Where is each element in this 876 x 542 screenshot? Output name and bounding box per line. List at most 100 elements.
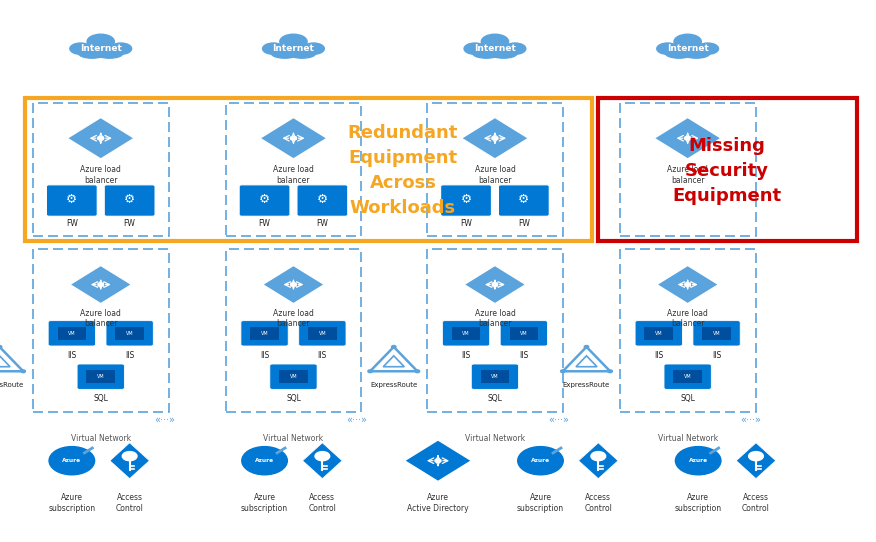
FancyBboxPatch shape (441, 185, 491, 216)
Text: Missing
Security
Equipment: Missing Security Equipment (673, 137, 781, 205)
Bar (598, 98, 857, 241)
Text: VM: VM (319, 331, 326, 336)
FancyBboxPatch shape (664, 364, 711, 389)
FancyBboxPatch shape (77, 364, 124, 389)
Bar (619, 103, 755, 236)
Text: ExpressRoute: ExpressRoute (563, 382, 610, 388)
FancyBboxPatch shape (703, 327, 731, 340)
FancyBboxPatch shape (87, 370, 115, 383)
Circle shape (368, 370, 372, 373)
Circle shape (749, 451, 763, 461)
Text: VM: VM (290, 374, 297, 379)
Text: VM: VM (713, 331, 720, 336)
Polygon shape (736, 443, 776, 479)
Text: IIS: IIS (318, 351, 327, 360)
FancyBboxPatch shape (500, 321, 548, 346)
Text: «···»: «···» (347, 415, 367, 425)
Ellipse shape (95, 48, 123, 58)
Text: Access
Control: Access Control (308, 493, 336, 513)
Text: Internet: Internet (667, 44, 709, 53)
FancyBboxPatch shape (308, 327, 336, 340)
Text: Azure load
balancer: Azure load balancer (81, 165, 121, 185)
Circle shape (591, 451, 605, 461)
Text: Azure
subscription: Azure subscription (517, 493, 564, 513)
Text: Azure load
balancer: Azure load balancer (668, 309, 708, 328)
Text: ⚙: ⚙ (519, 192, 529, 205)
Text: Internet: Internet (272, 44, 314, 53)
Bar (33, 249, 168, 412)
Polygon shape (260, 118, 327, 159)
FancyBboxPatch shape (46, 185, 97, 216)
Text: «···»: «···» (741, 415, 761, 425)
Circle shape (435, 459, 441, 462)
Text: Azure load
balancer: Azure load balancer (475, 165, 515, 185)
Text: SQL: SQL (94, 394, 108, 403)
Ellipse shape (110, 43, 131, 54)
Text: Azure
subscription: Azure subscription (675, 493, 722, 513)
Text: Virtual Network: Virtual Network (465, 434, 525, 443)
Text: VM: VM (655, 331, 662, 336)
Circle shape (315, 451, 329, 461)
FancyBboxPatch shape (693, 321, 740, 346)
Bar (33, 103, 168, 236)
Ellipse shape (674, 34, 702, 49)
Text: Access
Control: Access Control (742, 493, 770, 513)
Text: FW: FW (460, 220, 472, 228)
Circle shape (392, 345, 396, 349)
Text: Access
Control: Access Control (116, 493, 144, 513)
Circle shape (415, 370, 420, 373)
Circle shape (291, 137, 296, 140)
Text: ⚙: ⚙ (67, 192, 77, 205)
Circle shape (561, 370, 565, 373)
Circle shape (518, 447, 563, 475)
Text: VM: VM (68, 331, 75, 336)
Text: VM: VM (261, 331, 268, 336)
Circle shape (685, 283, 690, 286)
FancyBboxPatch shape (241, 321, 288, 346)
Bar (25, 98, 592, 241)
FancyBboxPatch shape (297, 185, 348, 216)
Bar (427, 249, 562, 412)
Ellipse shape (473, 48, 500, 58)
Text: ⚙: ⚙ (259, 192, 270, 205)
Text: SQL: SQL (488, 394, 502, 403)
Text: IIS: IIS (519, 351, 528, 360)
Text: VM: VM (684, 374, 691, 379)
Text: Virtual Network: Virtual Network (71, 434, 131, 443)
Text: VM: VM (97, 374, 104, 379)
Polygon shape (464, 266, 526, 304)
Text: Azure load
balancer: Azure load balancer (273, 309, 314, 328)
Text: SQL: SQL (681, 394, 695, 403)
Polygon shape (405, 440, 471, 481)
Text: Azure: Azure (62, 458, 81, 463)
Ellipse shape (288, 48, 315, 58)
Text: Azure: Azure (689, 458, 708, 463)
Text: Virtual Network: Virtual Network (658, 434, 717, 443)
Circle shape (492, 137, 498, 140)
Text: VM: VM (463, 331, 470, 336)
Text: Azure load
balancer: Azure load balancer (273, 165, 314, 185)
Circle shape (0, 345, 2, 349)
Polygon shape (263, 266, 324, 304)
Text: SQL: SQL (286, 394, 300, 403)
Polygon shape (110, 443, 149, 479)
Circle shape (685, 137, 690, 140)
FancyBboxPatch shape (481, 370, 509, 383)
Text: FW: FW (518, 220, 530, 228)
Circle shape (242, 447, 287, 475)
FancyBboxPatch shape (299, 321, 346, 346)
Circle shape (123, 451, 137, 461)
FancyBboxPatch shape (645, 327, 673, 340)
Text: VM: VM (520, 331, 527, 336)
FancyBboxPatch shape (251, 327, 279, 340)
Ellipse shape (79, 48, 106, 58)
Polygon shape (302, 443, 342, 479)
Ellipse shape (481, 34, 509, 49)
Ellipse shape (505, 43, 526, 54)
FancyBboxPatch shape (106, 321, 153, 346)
Text: VM: VM (491, 374, 498, 379)
FancyBboxPatch shape (279, 370, 307, 383)
Ellipse shape (666, 48, 693, 58)
Circle shape (49, 447, 95, 475)
Polygon shape (657, 266, 718, 304)
